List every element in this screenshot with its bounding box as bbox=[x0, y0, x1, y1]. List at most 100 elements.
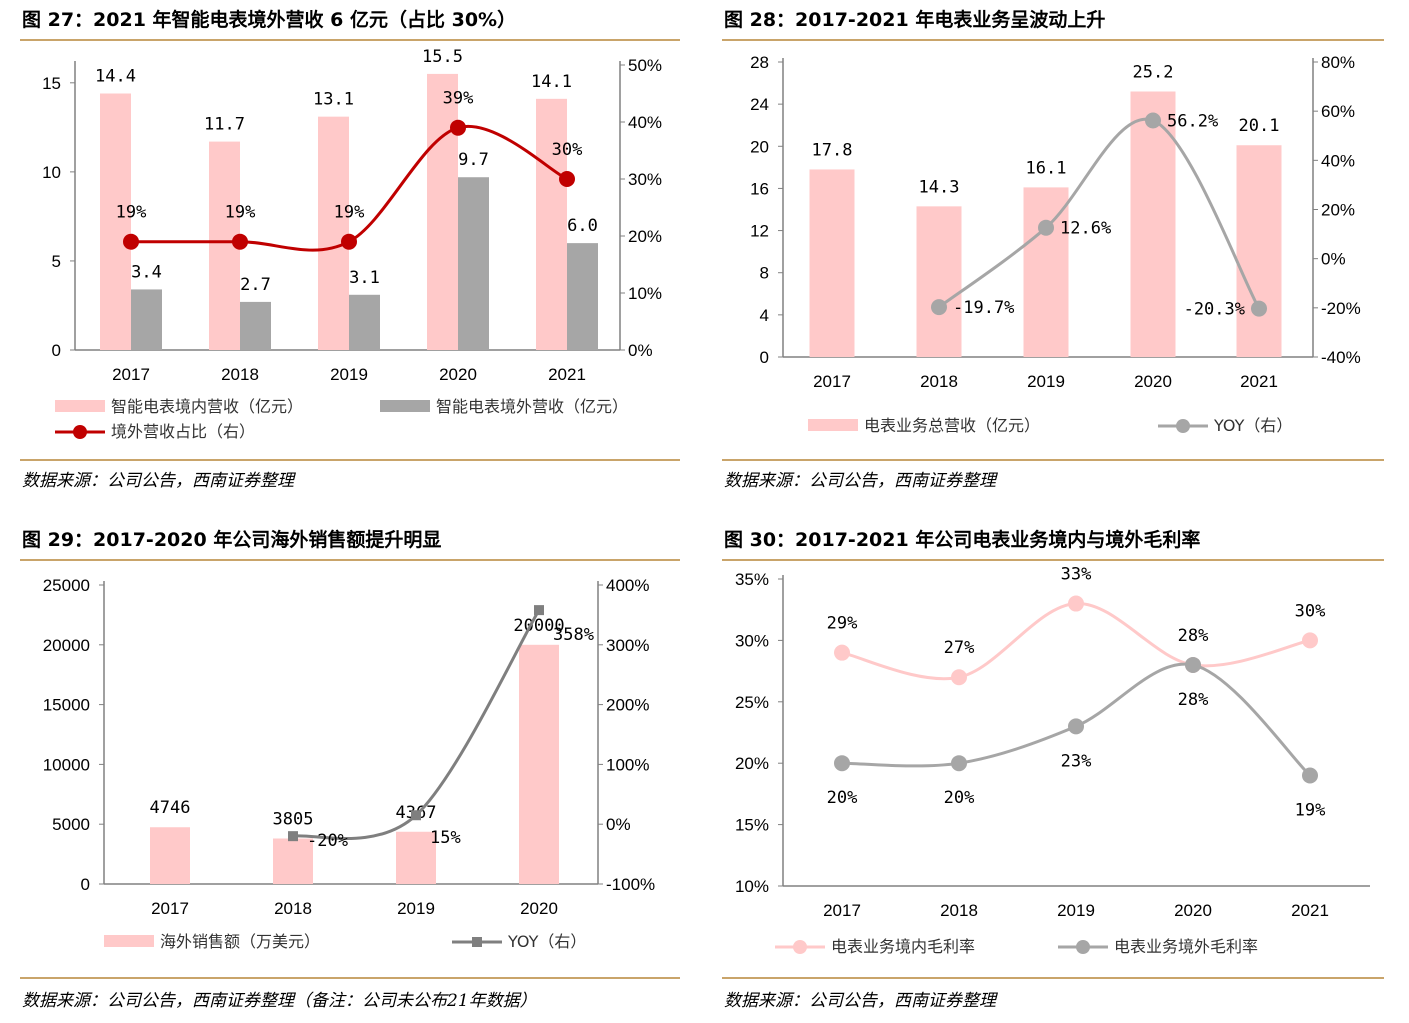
data-label: 13.1 bbox=[313, 90, 354, 110]
line-marker bbox=[1185, 656, 1201, 673]
y2-tick-label: 60% bbox=[1321, 102, 1355, 121]
data-label: 4746 bbox=[150, 798, 191, 818]
y2-tick-label: 30% bbox=[628, 170, 662, 189]
line-marker bbox=[1068, 595, 1084, 612]
chart-source: 数据来源：公司公告，西南证券整理 bbox=[724, 991, 998, 1011]
line-marker bbox=[1068, 718, 1084, 735]
data-label: 33% bbox=[1061, 565, 1092, 585]
legend-marker bbox=[472, 937, 482, 947]
data-label: 15% bbox=[430, 828, 461, 848]
data-label: 3.4 bbox=[131, 262, 162, 282]
legend-label: 智能电表境内营收（亿元） bbox=[111, 397, 303, 416]
chart-title: 图 30：2017-2021 年公司电表业务境内与境外毛利率 bbox=[724, 528, 1200, 551]
line-marker bbox=[834, 755, 850, 772]
y2-tick-label: 0% bbox=[1321, 250, 1346, 269]
data-label: 11.7 bbox=[204, 115, 245, 135]
data-label: 17.8 bbox=[812, 140, 853, 160]
data-label: 30% bbox=[1295, 601, 1326, 621]
y-tick-label: 0 bbox=[52, 341, 61, 360]
y2-tick-label: -20% bbox=[1321, 299, 1361, 318]
x-tick-label: 2018 bbox=[940, 901, 978, 920]
line-marker bbox=[534, 605, 544, 616]
x-tick-label: 2020 bbox=[1134, 372, 1172, 391]
x-tick-label: 2021 bbox=[1240, 372, 1278, 391]
data-label: 39% bbox=[443, 89, 474, 109]
line-marker bbox=[1145, 112, 1161, 129]
legend-swatch bbox=[55, 400, 105, 412]
data-label: 25.2 bbox=[1133, 63, 1174, 83]
bar bbox=[349, 294, 380, 350]
legend-swatch bbox=[380, 400, 430, 412]
y2-tick-label: 20% bbox=[628, 227, 662, 246]
legend-label: 电表业务境内毛利率 bbox=[831, 937, 975, 956]
y-tick-label: 28 bbox=[750, 53, 769, 72]
y-tick-label: 10% bbox=[735, 877, 769, 896]
line-marker bbox=[1038, 219, 1054, 236]
y2-tick-label: 0% bbox=[628, 341, 653, 360]
chart-title: 图 29：2017-2020 年公司海外销售额提升明显 bbox=[22, 528, 441, 551]
x-tick-label: 2017 bbox=[112, 365, 150, 384]
line-marker bbox=[341, 233, 357, 250]
data-label: 28% bbox=[1178, 690, 1209, 710]
x-tick-label: 2020 bbox=[520, 899, 558, 918]
line-marker bbox=[951, 755, 967, 772]
x-tick-label: 2018 bbox=[221, 365, 259, 384]
y2-tick-label: 80% bbox=[1321, 53, 1355, 72]
data-label: 20% bbox=[827, 788, 858, 808]
bar bbox=[150, 827, 190, 884]
y2-tick-label: 400% bbox=[606, 576, 649, 595]
bar bbox=[519, 644, 559, 884]
chart-title: 图 28：2017-2021 年电表业务呈波动上升 bbox=[724, 8, 1105, 31]
data-label: 6.0 bbox=[567, 216, 598, 236]
y-tick-label: 0 bbox=[81, 875, 90, 894]
data-label: 19% bbox=[1295, 800, 1326, 820]
y-tick-label: 24 bbox=[750, 95, 769, 114]
line-marker bbox=[1251, 300, 1267, 317]
series-line bbox=[131, 124, 568, 252]
chart-source: 数据来源：公司公告，西南证券整理（备注：公司未公布21年数据） bbox=[22, 991, 537, 1011]
data-label: 3805 bbox=[273, 809, 314, 829]
data-label: 12.6% bbox=[1060, 219, 1111, 239]
y2-tick-label: 40% bbox=[1321, 151, 1355, 170]
line-marker bbox=[288, 831, 298, 842]
y2-tick-label: 20% bbox=[1321, 201, 1355, 220]
y2-tick-label: 50% bbox=[628, 56, 662, 75]
bar bbox=[273, 838, 313, 884]
line-marker bbox=[1302, 632, 1318, 649]
y2-tick-label: -40% bbox=[1321, 348, 1361, 367]
x-tick-label: 2018 bbox=[920, 372, 958, 391]
legend-label: 海外销售额（万美元） bbox=[160, 932, 320, 951]
x-tick-label: 2020 bbox=[1174, 901, 1212, 920]
bar bbox=[1023, 187, 1069, 357]
data-label: 23% bbox=[1061, 751, 1092, 771]
chart-3: 图 29：2017-2020 年公司海外销售额提升明显数据来源：公司公告，西南证… bbox=[20, 528, 680, 1011]
data-label: 14.3 bbox=[919, 177, 960, 197]
line-marker bbox=[834, 644, 850, 661]
line-marker bbox=[931, 299, 947, 316]
legend-marker bbox=[793, 940, 807, 954]
y-tick-label: 20 bbox=[750, 137, 769, 156]
series-line bbox=[292, 609, 541, 841]
data-label: 2.7 bbox=[240, 275, 271, 295]
y-tick-label: 15% bbox=[735, 816, 769, 835]
line-marker bbox=[123, 233, 139, 250]
bar bbox=[916, 206, 962, 357]
y-tick-label: 5000 bbox=[52, 815, 90, 834]
x-tick-label: 2018 bbox=[274, 899, 312, 918]
bar bbox=[458, 177, 489, 350]
data-label: 56.2% bbox=[1167, 112, 1218, 132]
legend-marker bbox=[73, 425, 87, 439]
bar bbox=[427, 73, 458, 350]
chart-title: 图 27：2021 年智能电表境外营收 6 亿元（占比 30%） bbox=[22, 8, 516, 31]
bar bbox=[396, 831, 436, 884]
x-tick-label: 2021 bbox=[548, 365, 586, 384]
x-tick-label: 2020 bbox=[439, 365, 477, 384]
x-tick-label: 2019 bbox=[1057, 901, 1095, 920]
legend-label: YOY（右） bbox=[1213, 416, 1292, 435]
y-tick-label: 20000 bbox=[43, 636, 90, 655]
y-tick-label: 0 bbox=[760, 348, 769, 367]
line-marker bbox=[411, 810, 421, 821]
data-label: 20.1 bbox=[1239, 116, 1280, 136]
y-tick-label: 15000 bbox=[43, 696, 90, 715]
